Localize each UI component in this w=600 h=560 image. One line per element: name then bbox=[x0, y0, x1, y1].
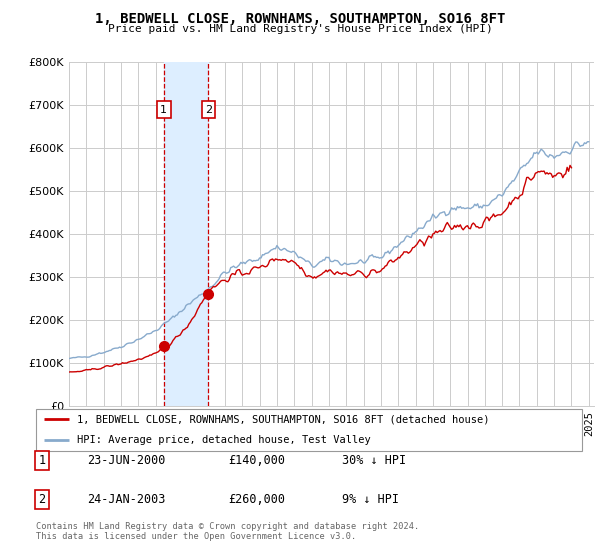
FancyBboxPatch shape bbox=[36, 409, 582, 451]
Text: £260,000: £260,000 bbox=[228, 493, 285, 506]
Text: 24-JAN-2003: 24-JAN-2003 bbox=[87, 493, 166, 506]
Text: 23-JUN-2000: 23-JUN-2000 bbox=[87, 454, 166, 467]
Text: 1: 1 bbox=[160, 105, 167, 115]
Text: This data is licensed under the Open Government Licence v3.0.: This data is licensed under the Open Gov… bbox=[36, 532, 356, 541]
Text: HPI: Average price, detached house, Test Valley: HPI: Average price, detached house, Test… bbox=[77, 435, 371, 445]
Text: 30% ↓ HPI: 30% ↓ HPI bbox=[342, 454, 406, 467]
Text: 1, BEDWELL CLOSE, ROWNHAMS, SOUTHAMPTON, SO16 8FT (detached house): 1, BEDWELL CLOSE, ROWNHAMS, SOUTHAMPTON,… bbox=[77, 414, 490, 424]
Text: Price paid vs. HM Land Registry's House Price Index (HPI): Price paid vs. HM Land Registry's House … bbox=[107, 24, 493, 34]
Bar bbox=[164, 62, 208, 406]
Text: Contains HM Land Registry data © Crown copyright and database right 2024.: Contains HM Land Registry data © Crown c… bbox=[36, 522, 419, 531]
Text: 9% ↓ HPI: 9% ↓ HPI bbox=[342, 493, 399, 506]
Text: 2: 2 bbox=[38, 493, 46, 506]
Text: 1: 1 bbox=[38, 454, 46, 467]
Text: £140,000: £140,000 bbox=[228, 454, 285, 467]
Text: 2: 2 bbox=[205, 105, 212, 115]
Text: 1, BEDWELL CLOSE, ROWNHAMS, SOUTHAMPTON, SO16 8FT: 1, BEDWELL CLOSE, ROWNHAMS, SOUTHAMPTON,… bbox=[95, 12, 505, 26]
